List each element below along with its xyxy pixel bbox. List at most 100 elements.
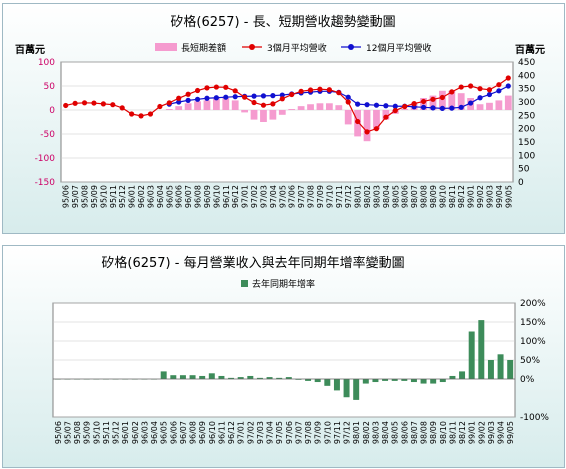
right-tick-label: 0% <box>520 375 535 385</box>
x-tick-label: 96/06 <box>175 185 184 208</box>
yoy-bar <box>208 373 215 379</box>
x-tick-label: 95/12 <box>118 185 127 208</box>
avg-3m-point <box>260 102 267 108</box>
diff-bar <box>495 100 503 110</box>
avg-3m-point <box>110 102 116 108</box>
avg-3m-point <box>289 91 295 98</box>
avg-3m-point <box>242 94 248 100</box>
right-tick-label: 450 <box>518 58 535 68</box>
avg-3m-point <box>138 113 144 119</box>
x-tick-label: 98/04 <box>381 421 390 444</box>
x-tick-label: 98/04 <box>382 185 391 208</box>
x-tick-label: 95/12 <box>112 421 121 444</box>
yoy-bar <box>401 379 408 381</box>
avg-12m-point <box>251 93 257 99</box>
x-tick-label: 97/05 <box>278 185 287 208</box>
x-tick-label: 96/03 <box>146 185 155 208</box>
avg-3m-point <box>392 107 398 114</box>
diff-bar <box>504 95 512 110</box>
diff-bar <box>278 110 286 115</box>
x-tick-label: 97/06 <box>288 185 297 208</box>
diff-bar <box>476 104 484 110</box>
right-tick-label: 200% <box>520 299 546 309</box>
avg-12m-point <box>477 95 483 101</box>
avg-3m-point <box>279 96 285 102</box>
avg-3m-point <box>468 83 474 89</box>
avg-12m-point <box>204 95 210 101</box>
avg-12m-point <box>279 92 285 98</box>
revenue-trend-chart: 矽格(6257) - 長、短期營收趨勢變動圖 百萬元 百萬元 長短期差額 3個月… <box>15 14 545 208</box>
avg-3m-point <box>402 103 408 110</box>
x-tick-label: 95/06 <box>54 421 63 444</box>
legend-label-12m: 12個月平均營收 <box>366 42 431 54</box>
diff-bar <box>250 110 258 120</box>
legend: 去年同期年增率 <box>241 278 315 290</box>
x-tick-label: 95/08 <box>81 185 90 208</box>
avg-12m-point <box>373 102 380 108</box>
x-tick-label: 98/05 <box>391 421 400 444</box>
x-tick-label: 97/10 <box>325 185 334 208</box>
right-tick-label: -100% <box>520 413 549 423</box>
avg-3m-point <box>486 87 493 93</box>
right-tick-label: 300 <box>518 98 535 108</box>
right-tick-label: 400 <box>518 71 535 81</box>
yoy-bar <box>478 320 485 379</box>
avg-3m-point <box>204 85 210 91</box>
avg-3m-point <box>194 87 201 94</box>
x-tick-label: 98/02 <box>362 421 371 444</box>
avg-12m-point <box>392 103 398 109</box>
yoy-bar <box>410 379 417 383</box>
left-tick-label: 0 <box>49 106 55 116</box>
avg-12m-point <box>260 93 267 99</box>
diff-bar <box>288 109 296 110</box>
avg-3m-point <box>72 100 78 106</box>
x-tick-label: 97/02 <box>250 185 259 208</box>
yoy-bar <box>266 377 273 379</box>
avg-12m-point <box>449 105 455 111</box>
yoy-bar <box>362 379 369 384</box>
diff-bar <box>203 100 211 110</box>
x-tick-label: 97/10 <box>323 421 332 444</box>
yoy-bar <box>391 379 398 381</box>
yoy-bar <box>449 375 456 379</box>
x-tick-label: 97/07 <box>294 421 303 444</box>
x-tick-label: 95/07 <box>63 421 72 444</box>
avg-3m-point <box>439 94 445 101</box>
avg-3m-point <box>496 82 502 88</box>
x-tick-label: 96/02 <box>137 185 146 208</box>
x-tick-label: 97/04 <box>269 185 278 208</box>
avg-12m-point <box>383 103 389 109</box>
x-tick-label: 96/11 <box>217 421 226 444</box>
avg-3m-point <box>91 100 97 106</box>
avg-3m-point <box>355 118 361 125</box>
left-tick-label: -50 <box>40 130 55 140</box>
avg-3m-point <box>147 111 154 117</box>
avg-12m-point <box>345 94 351 100</box>
x-tick-label: 96/04 <box>156 185 165 208</box>
x-tick-label: 98/03 <box>371 421 380 444</box>
avg-3m-point <box>176 95 182 101</box>
x-tick-label: 97/08 <box>307 185 316 208</box>
x-tick-label: 99/05 <box>506 421 515 444</box>
avg-3m-point <box>430 96 436 102</box>
avg-3m-point <box>505 75 511 81</box>
left-tick-label: -150 <box>35 178 56 188</box>
x-tick-label: 98/08 <box>420 421 429 444</box>
avg-3m-point <box>317 86 323 92</box>
right-tick-label: 50 <box>518 165 530 175</box>
avg-3m-point <box>270 101 276 107</box>
x-tick-label: 99/01 <box>468 421 477 444</box>
yoy-bar <box>285 377 292 379</box>
avg-12m-point <box>364 102 370 108</box>
x-tick-label: 96/08 <box>194 185 203 208</box>
avg-12m-point <box>213 95 219 101</box>
x-tick-label: 98/11 <box>448 421 457 444</box>
x-tick-label: 95/10 <box>99 185 108 208</box>
x-tick-label: 98/08 <box>420 185 429 208</box>
yoy-bar <box>160 371 167 379</box>
x-tick-label: 98/02 <box>363 185 372 208</box>
x-tick-label: 99/05 <box>504 185 513 208</box>
diff-bar <box>486 102 493 110</box>
avg-12m-point <box>270 93 276 99</box>
left-tick-label: 100 <box>38 58 55 68</box>
